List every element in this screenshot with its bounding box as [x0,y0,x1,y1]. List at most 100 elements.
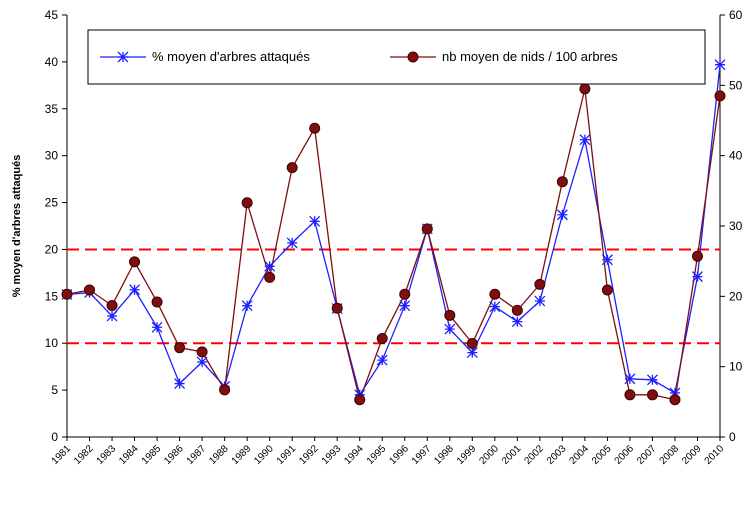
marker [151,321,163,333]
legend-marker [117,51,129,63]
series-line [66,88,721,402]
y2-tick-label: 20 [729,289,743,303]
marker [444,323,456,335]
y-tick-label: 20 [45,242,59,256]
marker [601,254,613,266]
marker [579,83,591,95]
marker [399,300,411,312]
marker [489,288,501,300]
y-tick-label: 35 [45,102,59,116]
y-tick-label: 40 [45,55,59,69]
marker [714,59,726,71]
marker [286,162,298,174]
marker [264,260,276,272]
marker [534,278,546,290]
x-tick-label: 1984 [117,443,141,467]
y2-tick-label: 0 [729,430,736,444]
marker [286,237,298,249]
marker [331,302,343,314]
marker [556,209,568,221]
x-tick-label: 2003 [545,443,569,467]
marker [309,122,321,134]
marker [511,316,523,328]
marker [174,378,186,390]
marker [376,354,388,366]
x-tick-label: 2009 [680,443,704,467]
x-tick-label: 1991 [275,443,299,467]
x-tick-label: 1981 [50,443,74,467]
x-tick-label: 1998 [432,443,456,467]
x-tick-label: 1982 [72,443,96,467]
x-tick-label: 1983 [95,443,119,467]
marker [466,337,478,349]
marker [61,288,73,300]
x-tick-label: 1995 [365,443,389,467]
marker [489,301,501,313]
marker [309,215,321,227]
marker [646,374,658,386]
marker [174,342,186,354]
marker [84,284,96,296]
marker [196,346,208,358]
x-tick-label: 1985 [140,443,164,467]
marker [714,90,726,102]
marker [106,299,118,311]
marker [376,333,388,345]
y2-tick-label: 10 [729,360,743,374]
y-tick-label: 25 [45,196,59,210]
legend-label: % moyen d'arbres attaqués [152,49,310,64]
marker [692,271,703,283]
y-axis-label: % moyen d'arbres attaqués [11,155,23,298]
x-tick-label: 1987 [185,443,209,467]
x-tick-label: 2002 [522,443,546,467]
x-tick-label: 2005 [590,443,614,467]
x-tick-label: 2000 [477,443,501,467]
marker [669,394,681,406]
marker [241,300,253,312]
series-line [66,64,721,397]
legend-marker [407,51,419,63]
legend-label: nb moyen de nids / 100 arbres [442,49,618,64]
marker [129,284,141,296]
marker [669,387,681,399]
marker [264,271,276,283]
marker [624,373,636,385]
marker [106,310,118,322]
x-tick-label: 1990 [252,443,276,467]
marker [601,284,613,296]
y2-tick-label: 30 [729,219,743,233]
marker [624,389,636,401]
y2-tick-label: 40 [729,149,743,163]
x-tick-label: 2006 [613,443,637,467]
x-tick-label: 1996 [387,443,411,467]
x-tick-label: 2001 [500,443,524,467]
marker [579,134,591,146]
marker [691,250,703,262]
marker [354,394,366,406]
y-tick-label: 45 [45,8,59,22]
marker [646,389,658,401]
x-tick-label: 2008 [658,443,682,467]
marker [129,256,141,268]
x-tick-label: 1993 [320,443,344,467]
x-tick-label: 1989 [230,443,254,467]
x-tick-label: 1988 [207,443,231,467]
marker [444,309,456,321]
marker [466,347,478,359]
legend: % moyen d'arbres attaqués nb moyen de nid… [87,29,706,85]
x-tick-label: 1992 [297,443,321,467]
marker [556,176,568,188]
y-tick-label: 5 [51,383,58,397]
y-tick-label: 30 [45,149,59,163]
y-tick-label: 10 [45,336,59,350]
marker [511,304,523,316]
marker [241,197,253,209]
x-tick-label: 1999 [455,443,479,467]
x-tick-label: 2010 [703,443,727,467]
x-tick-label: 1986 [162,443,186,467]
y-tick-label: 15 [45,289,59,303]
x-tick-label: 2007 [635,443,659,467]
x-tick-label: 1994 [342,443,366,467]
marker [151,296,163,308]
